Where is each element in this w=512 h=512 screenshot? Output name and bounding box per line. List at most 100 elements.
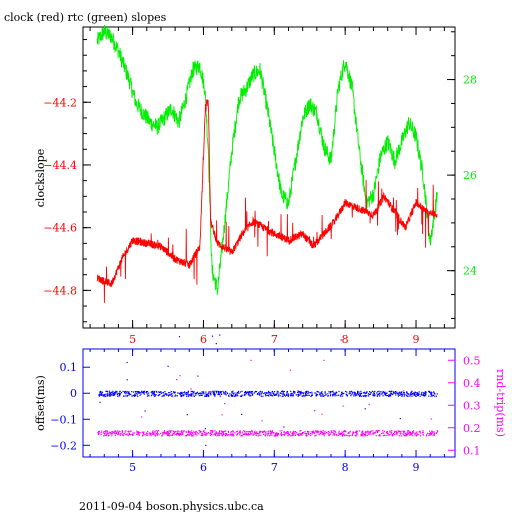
scatter-point: [132, 434, 134, 436]
scatter-point: [150, 432, 152, 435]
scatter-point: [162, 431, 164, 433]
scatter-outlier-point: [368, 404, 370, 406]
scatter-point: [114, 391, 116, 394]
scatter-point: [348, 435, 350, 437]
scatter-point: [241, 394, 243, 396]
scatter-point: [401, 391, 403, 393]
scatter-point: [415, 392, 417, 394]
scatter-point: [292, 392, 295, 394]
scatter-point: [230, 431, 233, 433]
scatter-point: [259, 394, 261, 396]
scatter-point: [429, 432, 431, 434]
scatter-point: [128, 391, 130, 393]
scatter-point: [251, 394, 253, 396]
scatter-point: [128, 434, 131, 436]
scatter-point: [151, 432, 154, 434]
scatter-point: [118, 433, 120, 435]
scatter-point: [404, 394, 406, 396]
scatter-point: [137, 434, 139, 436]
scatter-point: [128, 393, 131, 395]
scatter-point: [191, 393, 193, 395]
scatter-point: [399, 391, 401, 394]
scatter-point: [104, 395, 107, 397]
scatter-point: [352, 433, 354, 435]
scatter-point: [231, 394, 233, 396]
scatter-point: [221, 393, 223, 395]
scatter-point: [152, 392, 154, 394]
scatter-point: [347, 432, 349, 434]
scatter-point: [247, 393, 250, 395]
scatter-point: [161, 432, 163, 434]
scatter-point: [219, 391, 221, 393]
scatter-point: [213, 391, 215, 394]
scatter-point: [127, 392, 129, 394]
scatter-point: [311, 433, 313, 435]
scatter-point: [220, 392, 222, 394]
scatter-point: [208, 394, 210, 396]
scatter-point: [351, 390, 353, 392]
scatter-point: [383, 432, 385, 434]
scatter-point: [164, 391, 166, 393]
scatter-point: [320, 395, 322, 397]
scatter-point: [184, 392, 186, 394]
scatter-point: [351, 392, 353, 394]
scatter-point: [359, 395, 361, 397]
scatter-point: [236, 431, 238, 433]
scatter-point: [324, 433, 326, 435]
scatter-point: [198, 433, 200, 435]
offset-scatter: [98, 334, 438, 446]
scatter-point: [316, 394, 318, 396]
scatter-point: [385, 394, 387, 397]
scatter-point: [268, 391, 270, 394]
scatter-point: [227, 431, 229, 433]
scatter-point: [127, 431, 129, 433]
scatter-point: [201, 392, 203, 394]
scatter-point: [136, 390, 138, 393]
scatter-outlier-point: [179, 375, 181, 377]
scatter-point: [329, 431, 331, 433]
scatter-outlier-point: [190, 388, 192, 390]
scatter-point: [258, 392, 260, 394]
scatter-point: [366, 434, 368, 436]
scatter-point: [162, 433, 164, 435]
scatter-point: [188, 430, 190, 432]
scatter-point: [231, 434, 233, 436]
scatter-point: [246, 431, 248, 433]
scatter-point: [98, 433, 100, 435]
scatter-point: [386, 434, 388, 436]
scatter-point: [311, 394, 313, 396]
scatter-point: [322, 432, 324, 434]
scatter-point: [233, 435, 235, 437]
rnd-trip-scatter: [97, 359, 439, 437]
scatter-point: [103, 435, 105, 437]
scatter-point: [320, 430, 322, 432]
scatter-point: [436, 393, 438, 395]
scatter-point: [421, 394, 423, 396]
scatter-point: [148, 392, 150, 394]
scatter-point: [422, 430, 424, 432]
scatter-point: [319, 432, 321, 435]
scatter-point: [203, 391, 205, 393]
scatter-point: [314, 392, 316, 394]
scatter-point: [151, 393, 153, 395]
scatter-point: [429, 434, 431, 436]
scatter-point: [300, 392, 302, 394]
scatter-point: [176, 395, 178, 397]
scatter-point: [436, 432, 438, 434]
scatter-point: [333, 434, 335, 436]
scatter-point: [301, 395, 303, 397]
scatter-point: [190, 390, 192, 392]
bottom-axis-ticks: 5 6 7 8 9 0.1 0 −0.1 −0.2 0.5 0.4 0.3 0.2 0.1: [50, 349, 481, 474]
scatter-point: [178, 431, 180, 433]
scatter-point: [201, 435, 204, 437]
scatter-point: [124, 392, 126, 394]
scatter-outlier-point: [208, 391, 210, 393]
scatter-point: [264, 434, 266, 436]
scatter-point: [162, 395, 164, 397]
scatter-point: [230, 434, 232, 436]
scatter-point: [298, 391, 300, 393]
scatter-point: [283, 434, 285, 436]
scatter-point: [361, 432, 364, 434]
scatter-point: [422, 434, 424, 436]
scatter-point: [156, 434, 158, 436]
